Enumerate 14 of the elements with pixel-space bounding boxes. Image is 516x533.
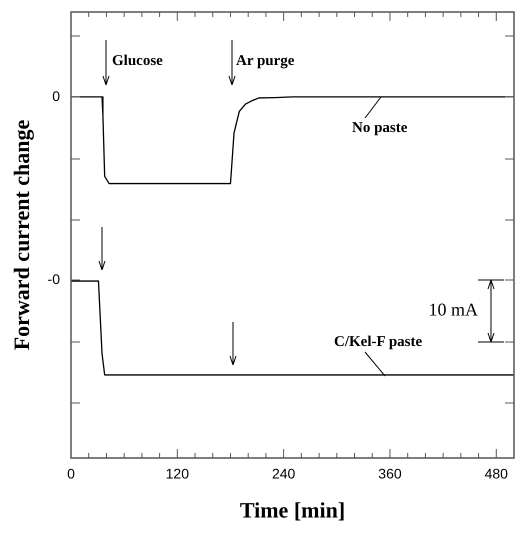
x-tick-label: 240 — [272, 465, 296, 482]
text: -0 — [48, 270, 60, 287]
annotation: C/Kel-F paste — [334, 334, 423, 350]
x-tick-label: 0 — [67, 465, 76, 482]
text: Glucose — [112, 52, 164, 69]
x-tick-label: 120 — [166, 465, 190, 482]
text: Ar purge — [236, 52, 295, 69]
y-axis-title: Forward current change — [8, 119, 34, 350]
annotation: No paste — [352, 120, 408, 136]
text: 0 — [52, 88, 60, 104]
annotation: 10 mA — [428, 300, 478, 320]
x-tick-label: 480 — [484, 465, 508, 482]
x-axis-title: Time [min] — [240, 497, 346, 522]
x-tick-label: 360 — [378, 465, 402, 482]
